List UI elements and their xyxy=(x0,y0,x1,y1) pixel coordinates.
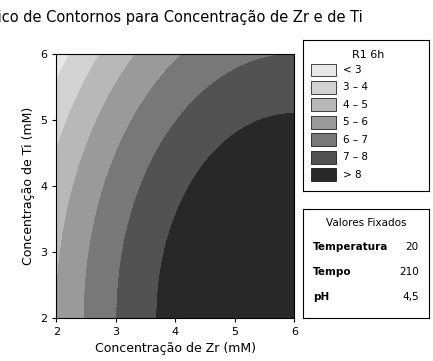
Text: 3 – 4: 3 – 4 xyxy=(343,82,368,92)
Text: > 8: > 8 xyxy=(343,170,362,179)
Y-axis label: Concentração de Ti (mM): Concentração de Ti (mM) xyxy=(22,107,35,265)
Text: Valores Fixados: Valores Fixados xyxy=(326,218,406,228)
X-axis label: Concentração de Zr (mM): Concentração de Zr (mM) xyxy=(95,342,256,355)
Text: 4 – 5: 4 – 5 xyxy=(343,100,368,110)
FancyBboxPatch shape xyxy=(310,81,336,94)
FancyBboxPatch shape xyxy=(310,151,336,164)
FancyBboxPatch shape xyxy=(310,64,336,77)
Text: Temperatura: Temperatura xyxy=(313,242,388,252)
Text: < 3: < 3 xyxy=(343,65,362,75)
Text: 7 – 8: 7 – 8 xyxy=(343,152,368,162)
Text: Tempo: Tempo xyxy=(313,267,352,277)
FancyBboxPatch shape xyxy=(310,133,336,146)
Text: 210: 210 xyxy=(399,267,419,277)
Text: 5 – 6: 5 – 6 xyxy=(343,117,368,127)
FancyBboxPatch shape xyxy=(310,99,336,111)
FancyBboxPatch shape xyxy=(310,168,336,181)
Text: R1 6h: R1 6h xyxy=(352,50,385,60)
Text: 4,5: 4,5 xyxy=(402,292,419,302)
Text: pH: pH xyxy=(313,292,330,302)
Text: 20: 20 xyxy=(405,242,419,252)
Text: 6 – 7: 6 – 7 xyxy=(343,135,368,145)
Text: Gráfico de Contornos para Concentração de Zr e de Ti: Gráfico de Contornos para Concentração d… xyxy=(0,9,363,25)
FancyBboxPatch shape xyxy=(310,116,336,129)
